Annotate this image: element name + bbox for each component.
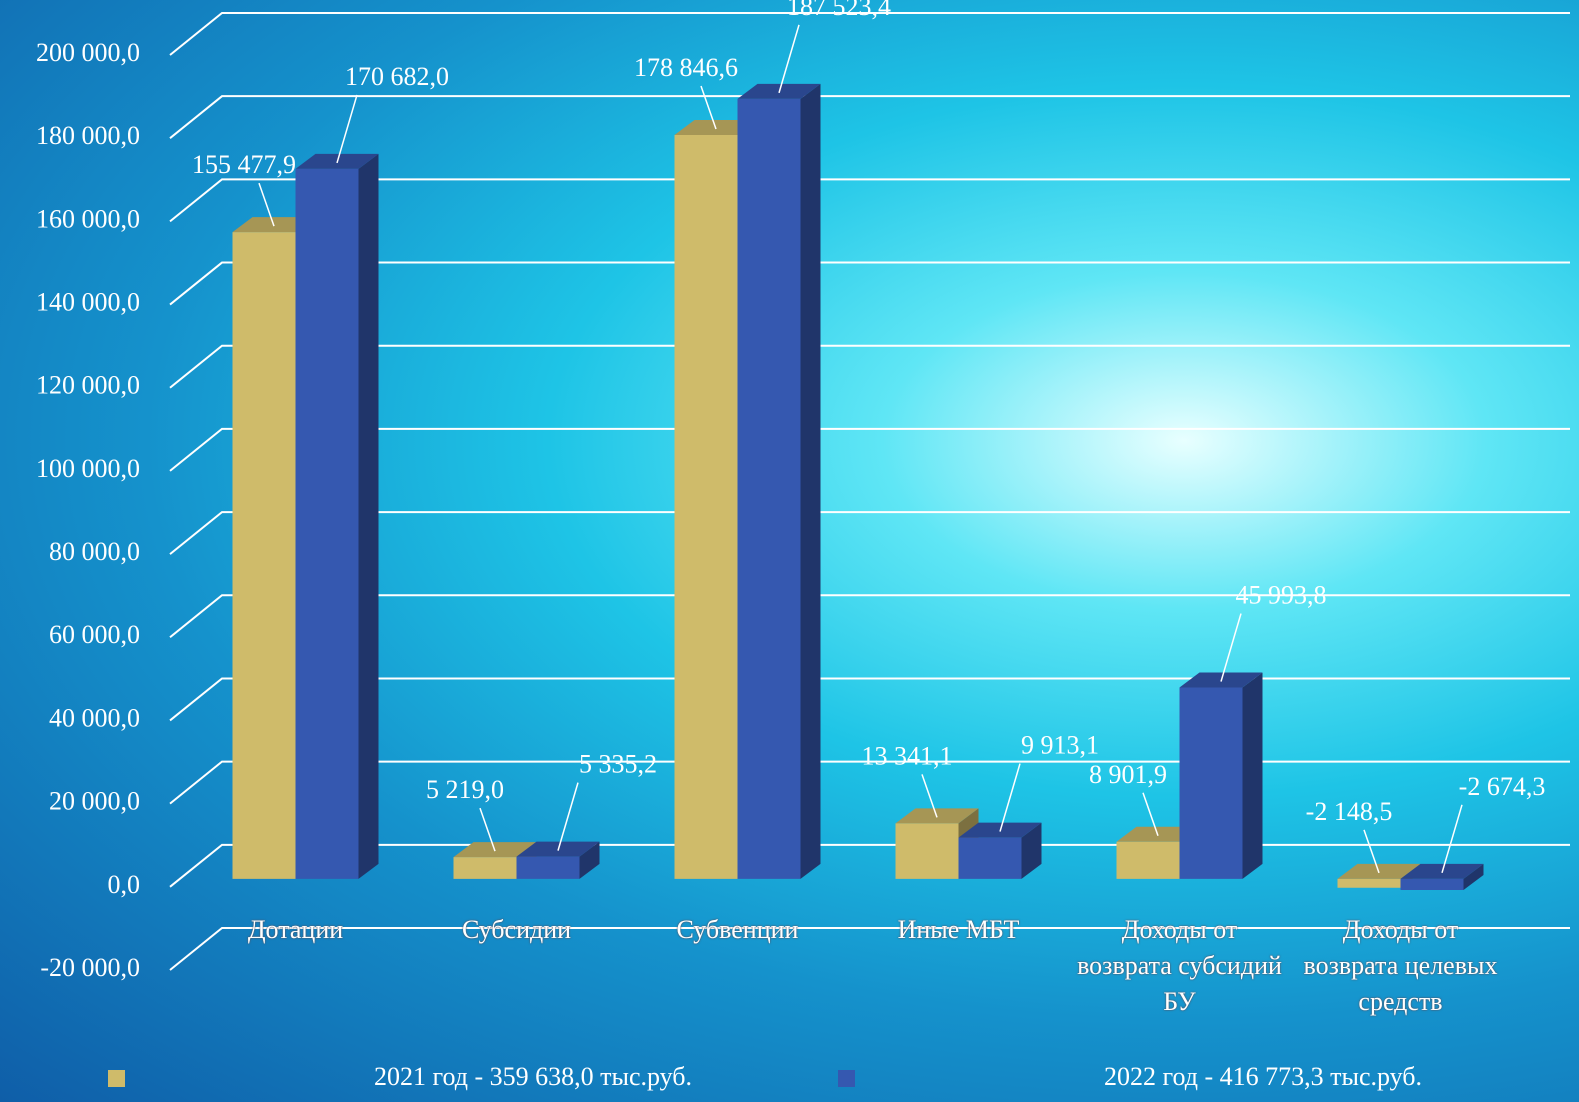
value-label: 45 993,8 [1236,580,1327,609]
leader-line [479,807,496,852]
bar [295,153,379,879]
leader-line [921,774,938,818]
bar-face [674,134,738,879]
y-tick-label: 120 000,0 [36,371,140,400]
y-tick-label: 40 000,0 [49,703,140,732]
y-tick-label: 20 000,0 [49,787,140,816]
value-label: 13 341,1 [862,741,953,770]
value-label: -2 148,5 [1306,797,1393,826]
x-tick-label: Субвенции [676,915,799,944]
bar-face [295,168,359,879]
bar-face [800,83,821,879]
grid-line [169,12,1570,56]
grid-line [169,511,1570,555]
leader-line [778,24,800,94]
leader-line [1441,804,1463,874]
x-tick-label: Доходы от возврата целевых средств [1303,915,1498,1016]
y-tick-label: 80 000,0 [49,537,140,566]
bar-face [1179,687,1243,879]
y-tick-label: 140 000,0 [36,288,140,317]
leader-line [1363,829,1380,874]
value-label: 178 846,6 [634,53,738,82]
value-label: 170 682,0 [345,62,449,91]
value-label: 187 523,4 [787,0,891,21]
bar-face [895,823,959,879]
bar-face [1400,878,1464,890]
value-label: 9 913,1 [1021,731,1099,760]
leader-line [258,182,275,227]
value-label: 5 335,2 [579,750,657,779]
grid-line [169,261,1570,306]
bar [958,822,1042,879]
bar-face [579,841,600,879]
legend-swatch [838,1070,855,1087]
leader-line [336,94,358,164]
bar-face [516,856,580,879]
bar-face [1116,841,1180,879]
bar-face [958,837,1022,879]
bar-face [1021,822,1042,879]
bar-face [1337,878,1401,888]
y-tick-label: 60 000,0 [49,620,140,649]
grid-line [169,95,1570,139]
y-tick-label: 100 000,0 [36,454,140,483]
legend-label: 2021 год - 359 638,0 тыс.руб. [374,1062,692,1091]
leader-line [999,763,1021,832]
x-tick-label: Доходы от возврата субсидий БУ [1077,915,1282,1016]
grid-line [169,760,1570,805]
x-tick-label: Дотации [247,915,344,944]
value-label: 5 219,0 [426,775,504,804]
leader-line [700,85,717,130]
y-tick-label: 200 000,0 [36,38,140,67]
bar-face [358,153,379,879]
bar-face [453,857,517,879]
legend-label: 2022 год - 416 773,3 тыс.руб. [1104,1062,1422,1091]
y-tick-label: -20 000,0 [40,953,140,982]
bar-face [737,98,801,879]
x-tick-label: Субсидии [461,915,572,944]
leader-line [1220,613,1242,682]
grid-line [169,427,1570,472]
y-tick-label: 180 000,0 [36,121,140,150]
leader-line [557,782,579,851]
bar [1179,672,1263,879]
bar-face [232,232,296,879]
value-label: 8 901,9 [1089,760,1167,789]
grid-line [169,927,1570,971]
bar-face [1463,863,1484,890]
grid-line [169,178,1570,223]
x-tick-label: Иные МБТ [897,915,1020,944]
y-tick-label: 160 000,0 [36,204,140,233]
legend-swatch [108,1070,125,1087]
bar [737,83,821,879]
grid-line [169,677,1570,722]
grid-line [169,594,1570,639]
grid-line [169,344,1570,389]
leader-line [1142,792,1159,837]
bar-face [1242,672,1263,879]
value-label: 155 477,9 [192,150,296,179]
value-label: -2 674,3 [1459,772,1546,801]
y-tick-label: 0,0 [108,870,141,899]
